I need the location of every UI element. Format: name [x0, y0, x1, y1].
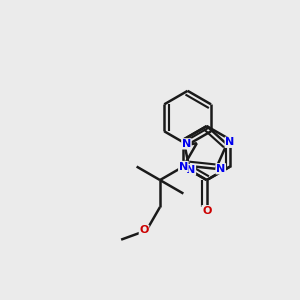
Text: O: O: [202, 206, 212, 216]
Text: N: N: [179, 162, 188, 172]
Text: O: O: [140, 225, 149, 236]
Text: N: N: [225, 137, 235, 147]
Text: N: N: [216, 164, 225, 174]
Text: N: N: [182, 139, 191, 149]
Text: N: N: [186, 165, 195, 175]
